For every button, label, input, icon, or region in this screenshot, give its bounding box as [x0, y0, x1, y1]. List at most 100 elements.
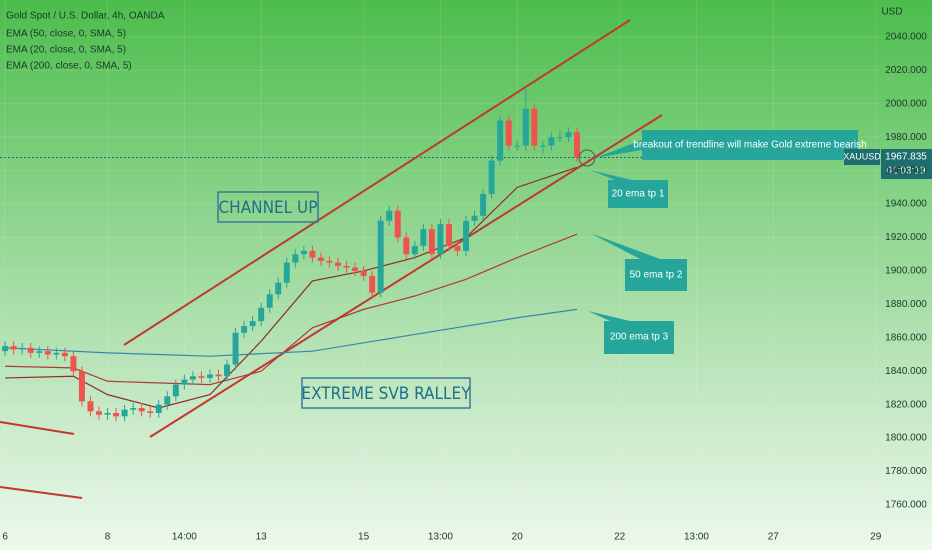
ma-line: [5, 233, 578, 386]
candle-body: [300, 250, 307, 255]
trend-stub: [0, 421, 75, 435]
y-tick-label: 2020.000: [885, 65, 927, 76]
y-tick-label: 1920.000: [885, 232, 927, 243]
trend-stub: [0, 486, 83, 499]
candle-body: [309, 250, 316, 258]
candle-body: [463, 220, 470, 251]
candle-body: [172, 384, 179, 397]
candle-body: [87, 401, 94, 412]
x-tick-label: 13:00: [684, 532, 709, 543]
candle-body: [556, 137, 563, 139]
channel-top: [123, 19, 631, 346]
x-tick-label: 6: [2, 532, 8, 543]
candle-body: [44, 351, 51, 355]
candle-body: [61, 352, 68, 357]
x-tick-label: 14:00: [172, 532, 197, 543]
symbol-tag: [844, 149, 880, 165]
x-tick-label: 15: [358, 532, 370, 543]
y-tick-label: 1760.000: [885, 500, 927, 511]
candle-body: [445, 224, 452, 246]
candle-body: [369, 275, 376, 293]
callout-text: 20 ema tp 1: [612, 189, 665, 200]
annotation-box: [301, 377, 471, 409]
candle-body: [266, 294, 273, 308]
symbol: XAUUSD: [843, 151, 881, 161]
candle-body: [420, 229, 427, 246]
y-tick-label: 1960.000: [885, 165, 927, 176]
candle-body: [10, 346, 17, 350]
candle-body: [411, 245, 418, 255]
y-tick-label: 1780.000: [885, 466, 927, 477]
y-tick-label: 1980.000: [885, 132, 927, 143]
candle-body: [53, 352, 60, 355]
price-tag: [881, 149, 932, 179]
candle-body: [189, 376, 196, 380]
candle-body: [335, 262, 341, 266]
candle-body: [19, 347, 26, 350]
callouts: [588, 130, 858, 354]
candle-body: [539, 145, 546, 147]
candle-body: [292, 254, 299, 263]
callout-text: 200 ema tp 3: [610, 332, 669, 343]
candle-body: [505, 120, 512, 146]
candle-body: [147, 411, 154, 414]
candle-body: [360, 270, 367, 276]
y-axis-label: USD: [881, 7, 902, 18]
candle-body: [78, 371, 85, 402]
candle-body: [249, 321, 256, 327]
candle-body: [96, 411, 102, 415]
candle-body: [181, 379, 188, 385]
y-tick-label: 1860.000: [885, 332, 927, 343]
candle-body: [283, 262, 290, 283]
annotation: EXTREME SVB RALLEY: [301, 384, 471, 404]
candle-body: [275, 282, 282, 295]
legend-entry: EMA (50, close, 0, SMA, 5): [6, 29, 126, 40]
candle-body: [522, 108, 529, 146]
candle-body: [317, 257, 324, 261]
chart-title: Gold Spot / U.S. Dollar, 4h, OANDA: [6, 11, 165, 22]
candle-body: [36, 351, 43, 353]
candle-body: [155, 404, 162, 414]
candle-body: [488, 160, 495, 195]
legend-entry: EMA (20, close, 0, SMA, 5): [6, 45, 126, 56]
countdown: 01:03:19: [887, 166, 926, 177]
candle-body: [326, 260, 333, 263]
candle-body: [428, 229, 435, 255]
candle-body: [232, 332, 239, 365]
trend-lines: [0, 19, 663, 499]
candle-body: [574, 132, 580, 158]
candle-body: [2, 346, 9, 352]
ma-line: [5, 166, 578, 409]
candle-body: [497, 120, 504, 161]
candle-body: [70, 356, 77, 372]
y-tick-label: 2000.000: [885, 98, 927, 109]
candle-body: [403, 237, 410, 255]
y-tick-label: 2040.000: [885, 32, 927, 43]
candle-body: [352, 267, 359, 271]
candle-body: [215, 374, 222, 377]
callout: [595, 130, 858, 160]
plot: [2, 87, 580, 422]
candle-body: [377, 220, 384, 293]
y-tick-label: 1880.000: [885, 299, 927, 310]
callout: [590, 233, 687, 291]
callout-text: 50 ema tp 2: [630, 270, 683, 281]
ma-line: [5, 308, 578, 357]
annotation-box: [217, 191, 319, 223]
candle-body: [343, 265, 350, 268]
x-tick-label: 27: [768, 532, 780, 543]
candle-body: [386, 210, 393, 221]
x-tick-label: 13: [256, 532, 268, 543]
y-tick-label: 1820.000: [885, 399, 927, 410]
x-tick-label: 8: [105, 532, 111, 543]
last-price: 1967.835: [885, 152, 927, 163]
legend-entry: EMA (200, close, 0, SMA, 5): [6, 61, 132, 72]
x-tick-label: 13:00: [428, 532, 453, 543]
candle-body: [565, 132, 572, 138]
candle-body: [241, 326, 248, 333]
x-tick-label: 20: [512, 532, 524, 543]
candle-body: [224, 364, 231, 377]
candle-body: [480, 194, 487, 216]
